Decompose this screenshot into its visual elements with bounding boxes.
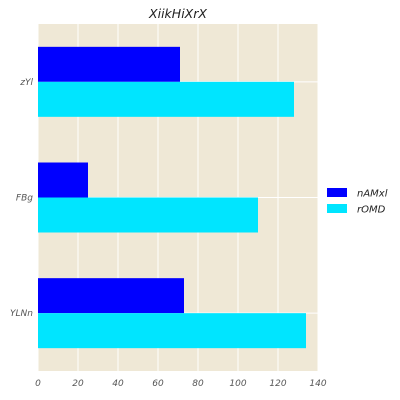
legend: nAMxl rOMD: [327, 188, 388, 216]
y-axis-ticks: zYl FBg YLNn: [10, 78, 33, 319]
y-tick-label: YLNn: [10, 309, 33, 319]
legend-label-rOMD: rOMD: [357, 205, 386, 216]
y-tick-label: zYl: [19, 78, 33, 88]
bar-nAMxl-FBg: [38, 162, 88, 198]
x-tick-label: 80: [192, 379, 204, 389]
x-axis-ticks: 0 20 40 60 80 100 120 140: [35, 379, 327, 389]
x-tick-label: 100: [229, 379, 246, 389]
legend-swatch-nAMxl: [327, 188, 347, 197]
x-tick-label: 120: [269, 379, 286, 389]
bar-rOMD-YLNn: [38, 313, 306, 349]
x-tick-label: 20: [72, 379, 84, 389]
bar-rOMD-zYl: [38, 81, 294, 117]
x-tick-label: 0: [35, 379, 41, 389]
chart-title: XiikHiXrX: [148, 6, 207, 21]
y-tick-label: FBg: [16, 194, 33, 204]
x-tick-label: 60: [152, 379, 164, 389]
bar-nAMxl-zYl: [38, 46, 180, 82]
bars: [38, 46, 306, 349]
bar-nAMxl-YLNn: [38, 278, 184, 314]
legend-label-nAMxl: nAMxl: [357, 189, 388, 200]
bar-rOMD-FBg: [38, 197, 258, 233]
x-tick-label: 140: [309, 379, 326, 389]
legend-swatch-rOMD: [327, 204, 347, 213]
x-tick-label: 40: [112, 379, 124, 389]
